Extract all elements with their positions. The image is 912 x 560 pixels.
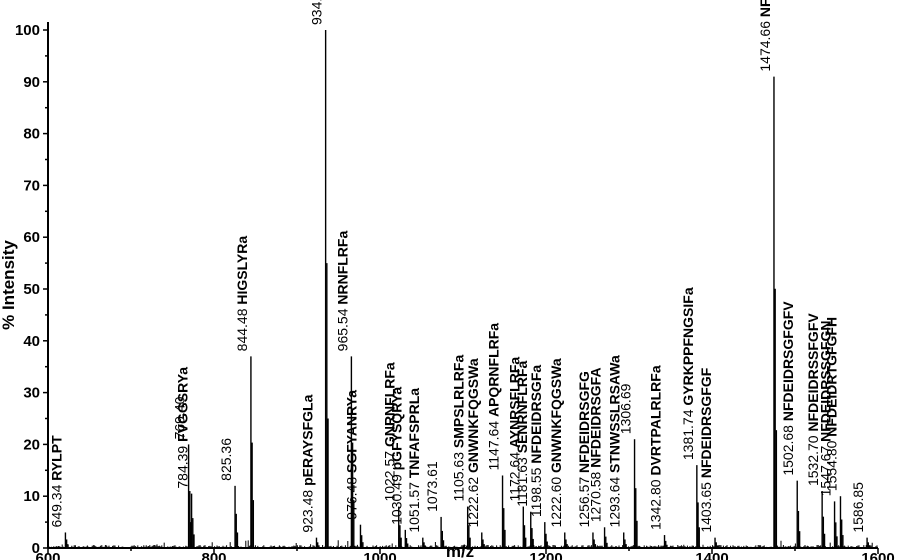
peak-mass-label: 1293.64 — [607, 477, 623, 528]
y-tick-label: 30 — [23, 385, 40, 402]
peak-annotation: 649.34 RYLPT — [48, 435, 64, 528]
peak-annotation: 965.54 NRNFLRFa — [334, 231, 350, 352]
y-axis-title: % Intensity — [0, 240, 18, 330]
peak-sequence-label: RYLPT — [48, 435, 64, 485]
peak-mass-label: 934.50 — [309, 0, 325, 25]
peak-annotation: 1051.57 TNFAFSPRLa — [406, 388, 422, 533]
peak-sequence-label: APQRNFLRFa — [486, 323, 502, 421]
peak-sequence-label: pERAYSFGLa — [299, 394, 315, 489]
peak-mass-label: 649.34 — [48, 484, 64, 527]
peak-annotation: 1474.66 NFDEIDRSGFGFA — [757, 0, 773, 72]
x-tick-label: 600 — [35, 550, 60, 560]
y-tick-label: 100 — [15, 22, 40, 39]
peak-mass-label: 1586.85 — [850, 482, 866, 533]
peak-annotation: 1073.61 — [424, 461, 440, 512]
peak-mass-label: 1474.66 — [757, 21, 773, 72]
peak-mass-label: 1502.68 — [780, 425, 796, 476]
peak-sequence-label: HIGSLYRa — [234, 236, 250, 309]
peak-sequence-label: TNFAFSPRLa — [406, 388, 422, 482]
peak-annotation: 1586.85 — [850, 482, 866, 533]
peak-mass-label: 1222.60 — [548, 477, 564, 528]
peak-annotation: 1306.69 — [618, 383, 634, 434]
peak-annotation: 1147.64 APQRNFLRFa — [486, 323, 502, 471]
peak-annotation: 1342.80 DVRTPALRLRFa — [648, 365, 664, 530]
peak-annotation: 923.48 pERAYSFGLa — [299, 394, 315, 532]
x-tick-label: 1200 — [529, 550, 562, 560]
peak-sequence-label: GYRKPPFNGSIFa — [680, 287, 696, 409]
peak-sequence-label: NRNFLRFa — [334, 231, 350, 309]
peak-mass-label: 1198.55 — [528, 467, 544, 517]
y-tick-label: 10 — [23, 488, 40, 505]
peak-sequence-label: DVRTPALRLRFa — [648, 365, 664, 479]
x-tick-label: 1000 — [363, 550, 396, 560]
peak-mass-label: 1051.57 — [406, 482, 422, 533]
x-tick-label: 1600 — [861, 550, 894, 560]
peak-annotation: 976.48 SGFYANRYa — [343, 390, 359, 520]
peak-annotation: 1270.58 NFDEIDRSGFA — [588, 367, 604, 522]
peak-mass-label: 1030.49 — [388, 474, 404, 525]
peak-mass-label: 1554.80 — [823, 440, 839, 491]
peak-sequence-label: NFDEIDRTGFGFH — [823, 317, 839, 441]
peak-sequence-label: NFDEIDRSGFa — [528, 365, 544, 468]
peak-annotation: 1502.68 NFDEIDRSGFGFV — [780, 301, 796, 476]
peak-sequence-label: pGFYSQRYa — [388, 387, 404, 475]
peak-annotation: 825.36 — [218, 438, 234, 481]
peak-annotation: 1222.60 GNWNKFQGSWa — [548, 358, 564, 527]
y-tick-label: 50 — [23, 281, 40, 298]
y-tick-label: 60 — [23, 229, 40, 246]
peak-mass-label: 965.54 — [334, 308, 350, 351]
peak-annotations: 649.34 RYLPT769.40784.39 FVGGSRYa825.368… — [48, 0, 866, 533]
peak-sequence-label: GNWNKFQGSWa — [465, 358, 481, 477]
peak-mass-label: 1306.69 — [618, 383, 634, 434]
peak-mass-label: 1073.61 — [424, 461, 440, 512]
peak-sequence-label: SGFYANRYa — [343, 390, 359, 477]
peak-mass-label: 1222.62 — [465, 477, 481, 528]
peak-annotation: 1293.64 STNWSSLRSAWa — [607, 355, 623, 527]
peak-sequence-label: NFDEIDRSGFA — [588, 367, 604, 471]
peak-mass-label: 1381.74 — [680, 409, 696, 460]
y-tick-label: 90 — [23, 74, 40, 91]
y-tick-label: 40 — [23, 333, 40, 350]
peak-mass-label: 1342.80 — [648, 479, 664, 530]
y-tick-label: 20 — [23, 436, 40, 453]
peak-mass-label: 976.48 — [343, 477, 359, 520]
peak-mass-label: 784.39 — [175, 446, 191, 489]
peak-annotation: 1030.49 pGFYSQRYa — [388, 387, 404, 525]
x-tick-label: 800 — [201, 550, 226, 560]
peak-mass-label: 923.48 — [299, 490, 315, 533]
peak-annotation: 1198.55 NFDEIDRSGFa — [528, 365, 544, 517]
peak-annotation: 1403.65 NFDEIDRSGFGF — [698, 367, 714, 532]
peak-sequence-label: FVGGSRYa — [175, 367, 191, 446]
peak-mass-label: 1403.65 — [698, 482, 714, 533]
x-tick-label: 1400 — [695, 550, 728, 560]
peak-mass-label: 1147.64 — [486, 421, 502, 471]
peak-mass-label: 844.48 — [234, 308, 250, 351]
peak-annotation: 1222.62 GNWNKFQGSWa — [465, 358, 481, 527]
peak-annotation: 1381.74 GYRKPPFNGSIFa — [680, 287, 696, 460]
y-tick-label: 70 — [23, 177, 40, 194]
peak-annotation: 784.39 FVGGSRYa — [175, 367, 191, 489]
peak-sequence-label: GNWNKFQGSWa — [548, 358, 564, 477]
peak-annotation: 844.48 HIGSLYRa — [234, 236, 250, 352]
peak-mass-label: 1270.58 — [588, 471, 604, 522]
x-axis-title: m/z — [446, 542, 474, 560]
peak-sequence-label: NFDEIDRSGFGFA — [757, 0, 773, 21]
peak-annotation: 934.50 APSGFLGMRa — [309, 0, 325, 25]
peak-annotation: 1554.80 NFDEIDRTGFGFH — [823, 317, 839, 491]
y-tick-label: 80 — [23, 126, 40, 143]
peak-mass-label: 825.36 — [218, 438, 234, 481]
peak-sequence-label: NFDEIDRSGFGFV — [780, 301, 796, 425]
peak-sequence-label: NFDEIDRSGFGF — [698, 367, 714, 482]
